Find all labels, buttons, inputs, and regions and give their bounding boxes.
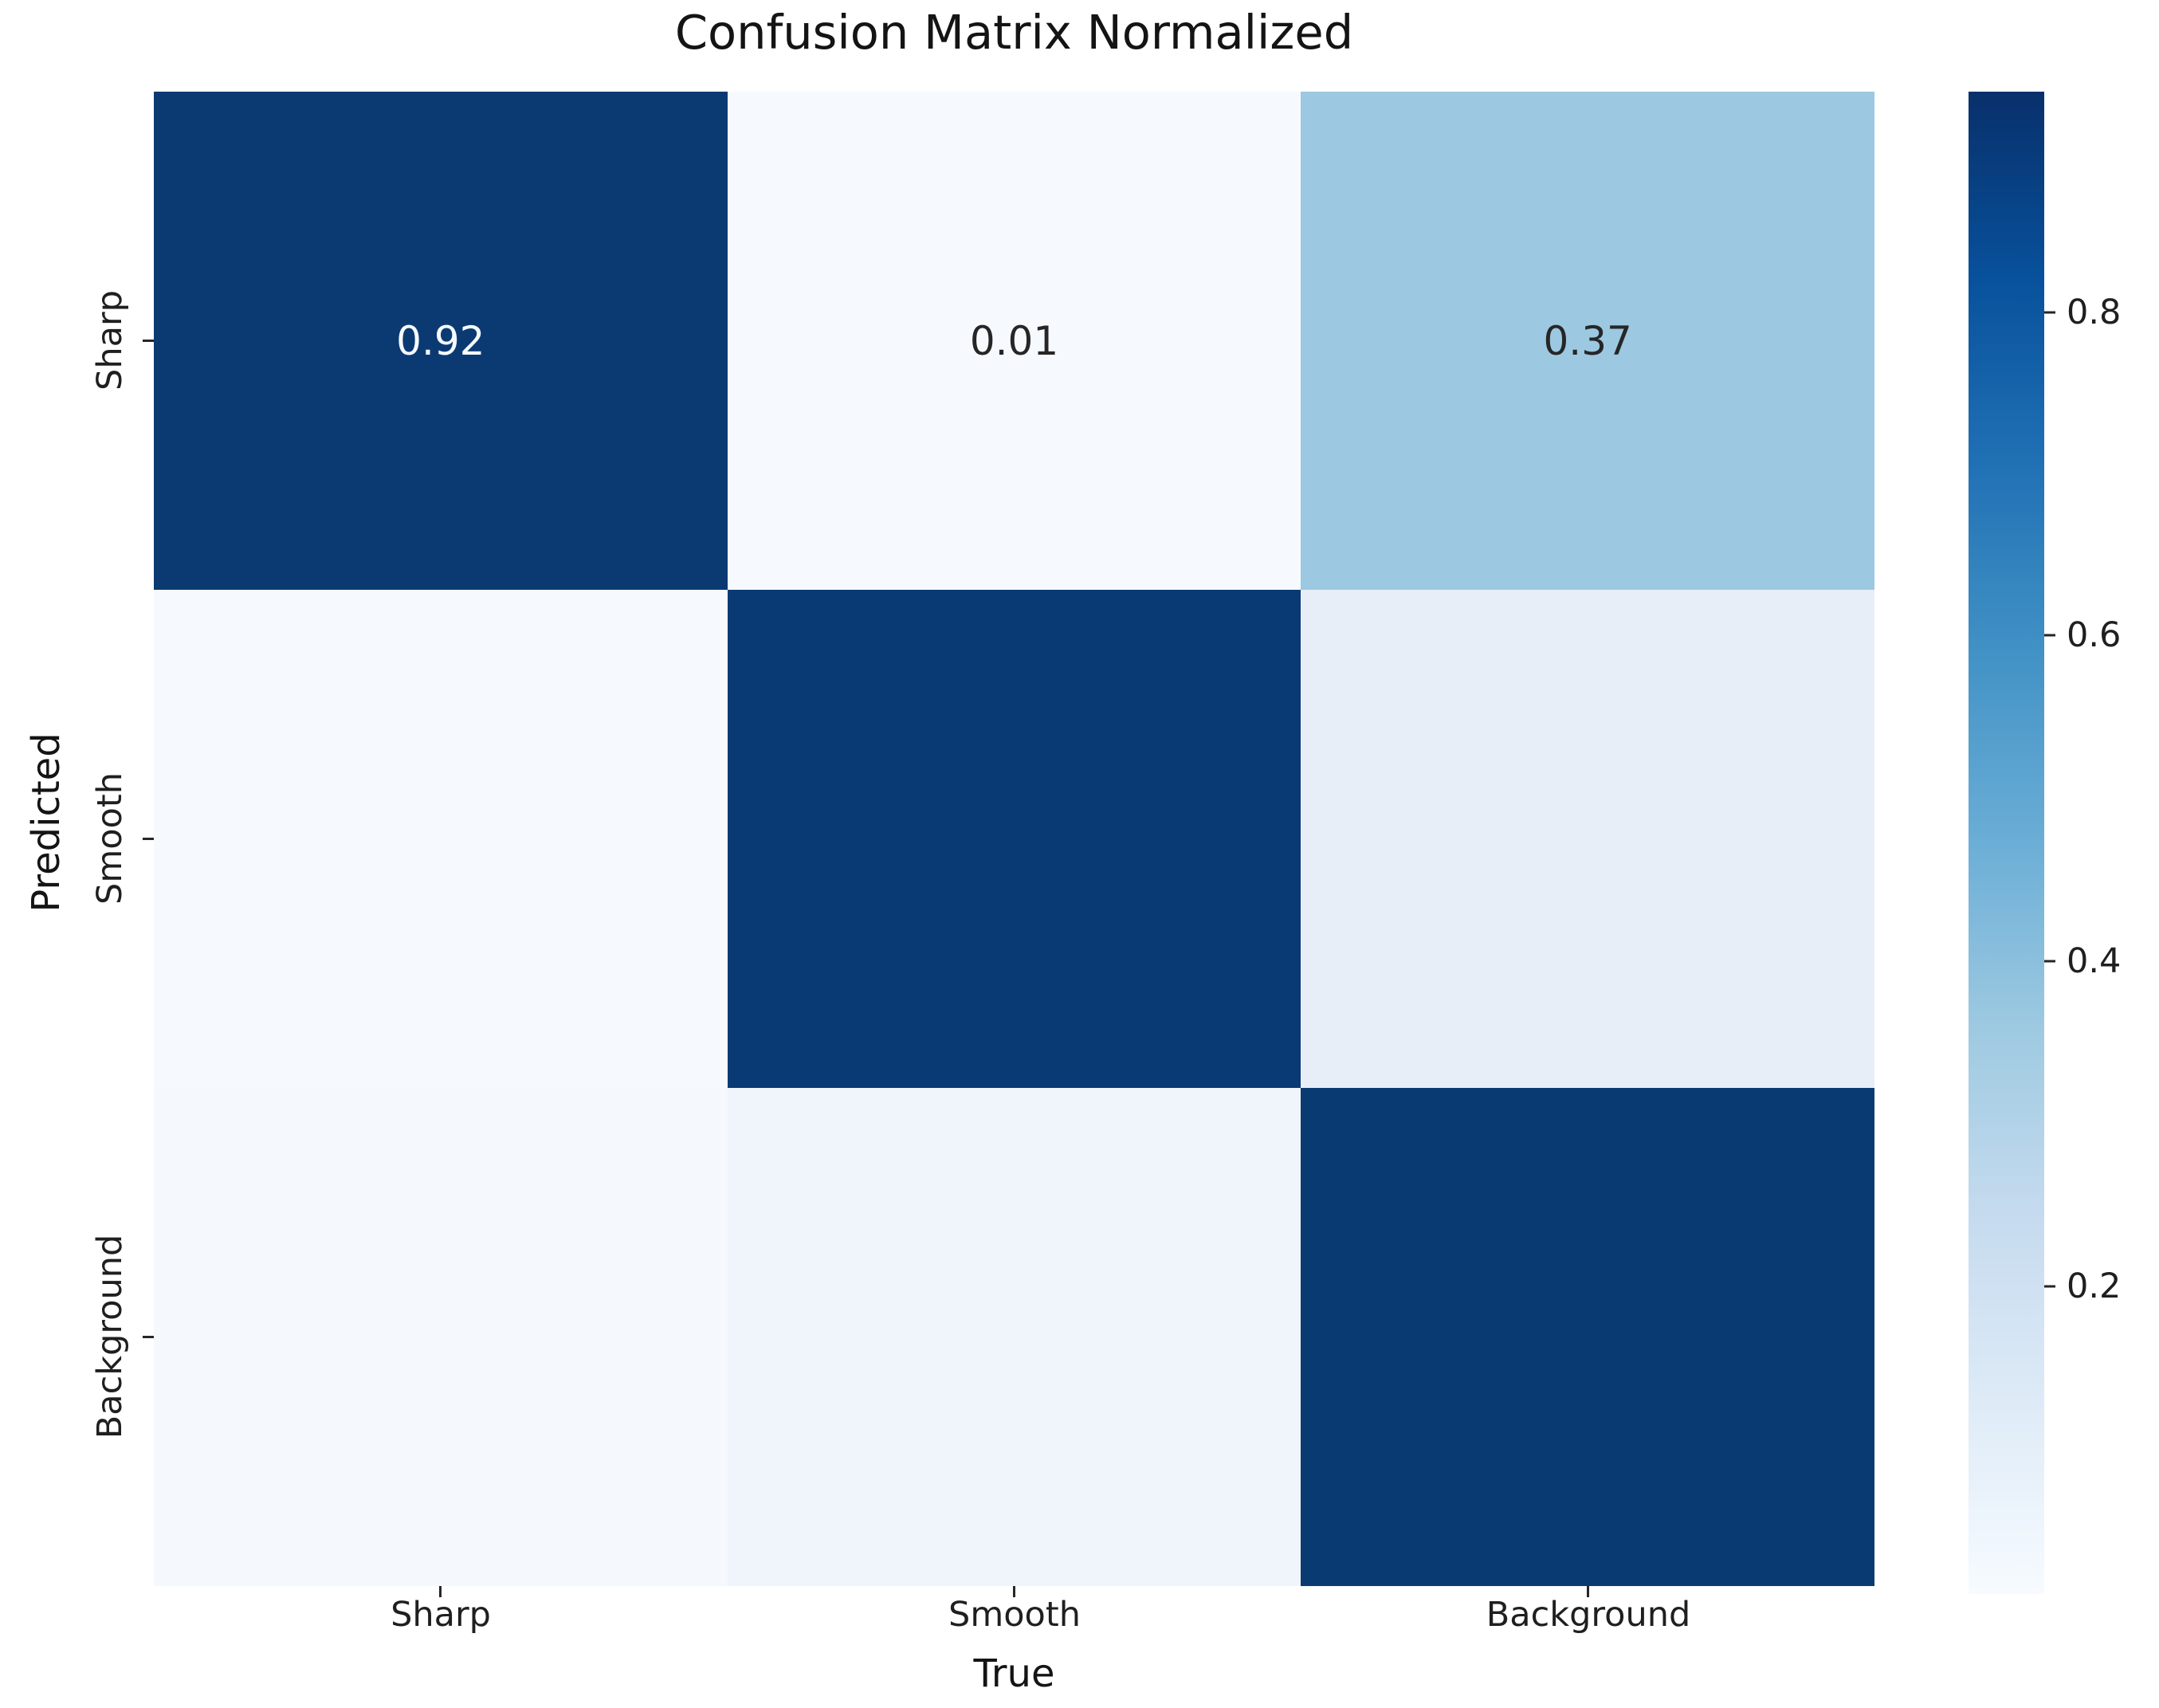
chart-title: Confusion Matrix Normalized — [674, 5, 1354, 60]
xtick-label-background: Background — [1486, 1595, 1691, 1635]
x-axis-label: True — [973, 1651, 1055, 1696]
colorbar-tick-label-0.6: 0.6 — [2067, 615, 2122, 656]
cell-value-label: 0.01 — [969, 317, 1059, 364]
cell-pred-smooth-true-smooth — [727, 590, 1301, 1088]
cell-pred-smooth-true-sharp — [154, 590, 728, 1088]
xtick-mark-background — [1587, 1586, 1589, 1597]
ytick-mark-sharp — [143, 340, 154, 342]
xtick-label-smooth: Smooth — [948, 1595, 1081, 1635]
cell-pred-smooth-true-background — [1301, 590, 1874, 1088]
ytick-mark-background — [143, 1336, 154, 1338]
colorbar-tick-label-0.4: 0.4 — [2067, 941, 2122, 982]
cell-pred-sharp-true-sharp: 0.92 — [154, 92, 728, 590]
cell-pred-background-true-sharp — [154, 1088, 728, 1586]
ytick-mark-smooth — [143, 838, 154, 840]
colorbar-tick-mark-0.6 — [2044, 634, 2055, 637]
colorbar-tick-mark-0.2 — [2044, 1285, 2055, 1288]
colorbar-tick-mark-0.4 — [2044, 960, 2055, 963]
xtick-mark-smooth — [1013, 1586, 1015, 1597]
cell-value-label: 0.37 — [1543, 317, 1632, 364]
y-axis-label: Predicted — [24, 732, 69, 913]
colorbar-tick-label-0.8: 0.8 — [2067, 293, 2122, 333]
cell-pred-background-true-background — [1301, 1088, 1874, 1586]
ytick-label-sharp: Sharp — [90, 290, 130, 391]
ytick-label-smooth: Smooth — [90, 772, 130, 905]
cell-pred-sharp-true-background: 0.37 — [1301, 92, 1874, 590]
xtick-label-sharp: Sharp — [391, 1595, 491, 1635]
colorbar-tick-mark-0.8 — [2044, 311, 2055, 314]
colorbar: 0.8 0.6 0.4 0.2 — [1969, 92, 2121, 1594]
cell-pred-background-true-smooth — [727, 1088, 1301, 1586]
colorbar-gradient — [1969, 92, 2044, 1594]
cell-value-label: 0.92 — [396, 317, 485, 364]
cell-pred-sharp-true-smooth: 0.01 — [727, 92, 1301, 590]
heatmap-grid: 0.92 0.01 0.37 — [154, 92, 1874, 1586]
ytick-label-background: Background — [90, 1234, 130, 1439]
xtick-mark-sharp — [439, 1586, 442, 1597]
colorbar-tick-label-0.2: 0.2 — [2067, 1266, 2122, 1306]
